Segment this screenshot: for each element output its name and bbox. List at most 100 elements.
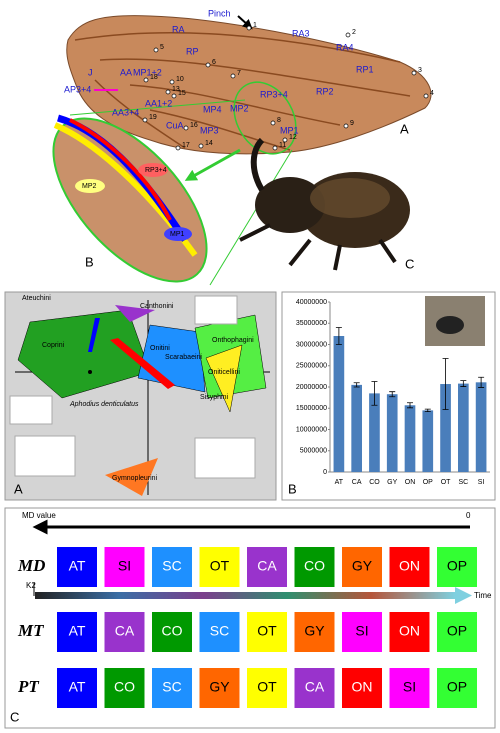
bar <box>422 410 434 472</box>
k2-label: K2 <box>26 581 36 590</box>
tribe-square <box>152 668 192 708</box>
vein-label: Pinch <box>208 8 231 18</box>
error-bar <box>424 408 431 413</box>
x-tick-label: SI <box>478 479 485 486</box>
tribe-code: OP <box>447 558 467 574</box>
error-bar <box>335 327 342 345</box>
y-tick-label: 5000000 <box>300 448 327 455</box>
landmark-number: 2 <box>352 29 356 36</box>
vein-label: AA3+4 <box>112 107 139 117</box>
tribe-square <box>247 547 287 587</box>
tribe-square <box>342 668 382 708</box>
landmark-number: 15 <box>178 90 186 97</box>
zoom-line <box>69 99 246 116</box>
zoom-label: MP1 <box>170 231 185 238</box>
md-axis-label: MD value <box>22 511 56 520</box>
y-tick-label: 25000000 <box>296 363 327 370</box>
tribe-code: SI <box>118 558 131 574</box>
vein-label: RA4 <box>336 42 354 52</box>
error-bar <box>460 380 467 387</box>
tribe-square <box>152 547 192 587</box>
landmark-number: 12 <box>289 134 297 141</box>
row-name: MD <box>17 556 45 575</box>
bar <box>369 393 380 472</box>
landmark-number: 8 <box>277 117 281 124</box>
tribe-label: Onthophagini <box>212 337 254 344</box>
md-axis-end: 0 <box>466 511 471 520</box>
error-bar <box>478 376 485 388</box>
error-bar <box>407 402 413 409</box>
deformation-grid <box>194 295 238 325</box>
deformation-grid <box>14 435 76 477</box>
tribe-code: AT <box>69 558 86 574</box>
outgroup-label: Aphodius denticulatus <box>69 401 139 408</box>
bar <box>351 384 362 472</box>
landmark <box>142 117 148 123</box>
tribe-square <box>294 612 335 652</box>
tribe-code: AT <box>69 679 86 695</box>
tribe-square <box>199 612 240 652</box>
tribe-square <box>104 547 145 587</box>
landmark <box>270 120 276 126</box>
tribe-square <box>389 612 430 652</box>
x-tick-label: CO <box>369 479 380 486</box>
vein-label: MP2 <box>230 103 249 113</box>
vein-label: RA3 <box>292 28 310 38</box>
tribe-square <box>389 547 430 587</box>
bar <box>386 394 398 472</box>
tribe-label: Coprini <box>42 342 65 349</box>
vein-label: RP <box>186 46 199 56</box>
x-tick-label: ON <box>405 479 416 486</box>
landmark-number: 17 <box>182 142 190 149</box>
time-arrowhead <box>455 587 472 604</box>
zoom-vein <box>69 118 172 221</box>
landmark <box>282 137 288 143</box>
panel-label: A <box>400 121 409 136</box>
landmark <box>411 70 417 76</box>
landmark <box>169 79 175 85</box>
bar <box>404 405 416 472</box>
vein-label: RP1 <box>356 64 374 74</box>
x-tick-label: OT <box>441 479 451 486</box>
panel-label: A <box>14 481 23 496</box>
landmark <box>205 62 211 68</box>
panel-label: B <box>85 254 94 269</box>
x-tick-label: GY <box>387 479 397 486</box>
landmark-number: 13 <box>172 86 180 93</box>
tribe-code: SC <box>162 679 181 695</box>
vein-label: RA <box>172 24 185 34</box>
tribe-code: OT <box>210 558 230 574</box>
inset-beetle <box>436 316 464 334</box>
landmark <box>272 145 278 151</box>
landmark-number: 5 <box>160 44 164 51</box>
landmark-number: 1 <box>253 22 257 29</box>
y-tick-label: 40000000 <box>296 299 327 306</box>
zoom-arrow <box>184 148 241 181</box>
vein-label: RP3+4 <box>260 89 288 99</box>
tribe-shape <box>110 338 175 389</box>
tribe-code: GY <box>304 623 325 639</box>
tribe-code: OP <box>447 679 467 695</box>
tribe-square <box>437 612 477 652</box>
landmark <box>343 123 349 129</box>
vein-label: AA <box>120 67 132 77</box>
panel-label: C <box>405 256 414 271</box>
time-label: Time <box>474 591 492 600</box>
tribe-square <box>104 612 145 652</box>
pinch-arrow <box>237 15 253 30</box>
bar <box>333 336 345 472</box>
tribe-square <box>294 668 335 708</box>
error-bar <box>371 381 378 406</box>
error-bar <box>353 382 360 388</box>
panel-label: C <box>10 709 19 724</box>
tribe-label: Oniticellini <box>208 369 240 376</box>
landmark-number: 18 <box>150 74 158 81</box>
vein-label: AP3+4 <box>64 84 91 94</box>
deformation-grid <box>9 395 53 425</box>
tribe-square <box>57 668 97 708</box>
x-tick-label: CA <box>352 479 362 486</box>
tribe-square <box>247 612 287 652</box>
y-tick-label: 0 <box>323 469 327 476</box>
x-tick-label: OP <box>423 479 433 486</box>
